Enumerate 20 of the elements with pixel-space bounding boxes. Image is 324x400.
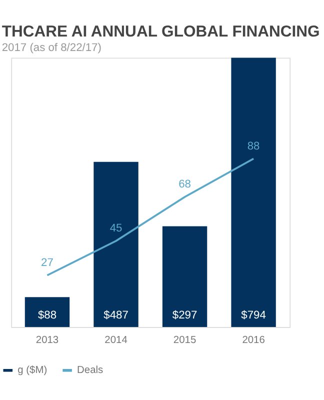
x-tick-label: 2013 (36, 335, 59, 346)
chart-title: THCARE AI ANNUAL GLOBAL FINANCING (2, 23, 320, 40)
data-label: 45 (110, 222, 122, 235)
data-label: $297 (172, 310, 198, 322)
legend-label: g ($M) (18, 365, 48, 376)
chart-subtitle: 2017 (as of 8/22/17) (2, 42, 102, 54)
x-tick-label: 2014 (104, 335, 128, 346)
data-label: $88 (38, 310, 57, 322)
x-tick-label: 2015 (173, 335, 196, 346)
legend-label: Deals (77, 365, 104, 376)
bar (94, 162, 138, 327)
data-label: $487 (104, 310, 128, 322)
data-label: 68 (178, 178, 191, 191)
data-label: $794 (241, 310, 266, 322)
x-tick-label: 2016 (242, 335, 266, 346)
bar (231, 58, 276, 327)
bar (162, 226, 208, 327)
bar (24, 297, 70, 327)
data-label: 88 (247, 140, 260, 152)
data-label: 27 (41, 257, 54, 270)
